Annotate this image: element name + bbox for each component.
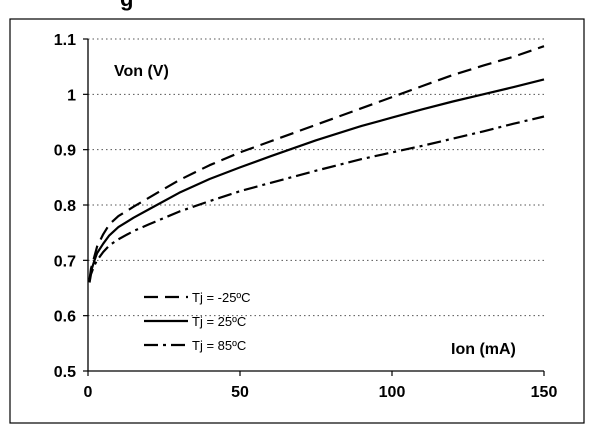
legend: Tj = -25ºC Tj = 25ºC Tj = 85ºC bbox=[144, 290, 251, 353]
legend-label-tj-minus25: Tj = -25ºC bbox=[192, 290, 251, 305]
x-tick-label: 0 bbox=[84, 384, 93, 401]
partial-heading: g bbox=[120, 0, 133, 11]
x-tick-labels: 0 50 100 150 bbox=[84, 384, 558, 401]
y-axis-title: Von (V) bbox=[114, 63, 169, 80]
y-tick-label: 1.1 bbox=[54, 32, 76, 49]
x-tick-label: 150 bbox=[531, 384, 558, 401]
y-tick-label: 0.9 bbox=[54, 143, 76, 160]
x-tick-label: 50 bbox=[231, 384, 249, 401]
y-tick-label: 0.8 bbox=[54, 198, 76, 215]
gridlines bbox=[88, 38, 544, 317]
y-tick-label: 0.6 bbox=[54, 309, 76, 326]
series-line-1 bbox=[88, 78, 545, 282]
y-tick-label: 0.7 bbox=[54, 253, 76, 270]
plot-frame bbox=[9, 18, 585, 424]
x-tick-label: 100 bbox=[379, 384, 406, 401]
y-tick-label: 1 bbox=[67, 87, 76, 104]
axes bbox=[83, 38, 545, 376]
series-line-2 bbox=[88, 115, 545, 283]
series-lines bbox=[88, 45, 545, 283]
y-tick-label: 0.5 bbox=[54, 364, 76, 381]
series-line-0 bbox=[88, 45, 545, 280]
legend-label-tj-85: Tj = 85ºC bbox=[192, 338, 246, 353]
x-axis-title: Ion (mA) bbox=[451, 341, 516, 358]
legend-label-tj-25: Tj = 25ºC bbox=[192, 314, 246, 329]
y-tick-labels: 0.5 0.6 0.7 0.8 0.9 1 1.1 bbox=[54, 32, 76, 381]
